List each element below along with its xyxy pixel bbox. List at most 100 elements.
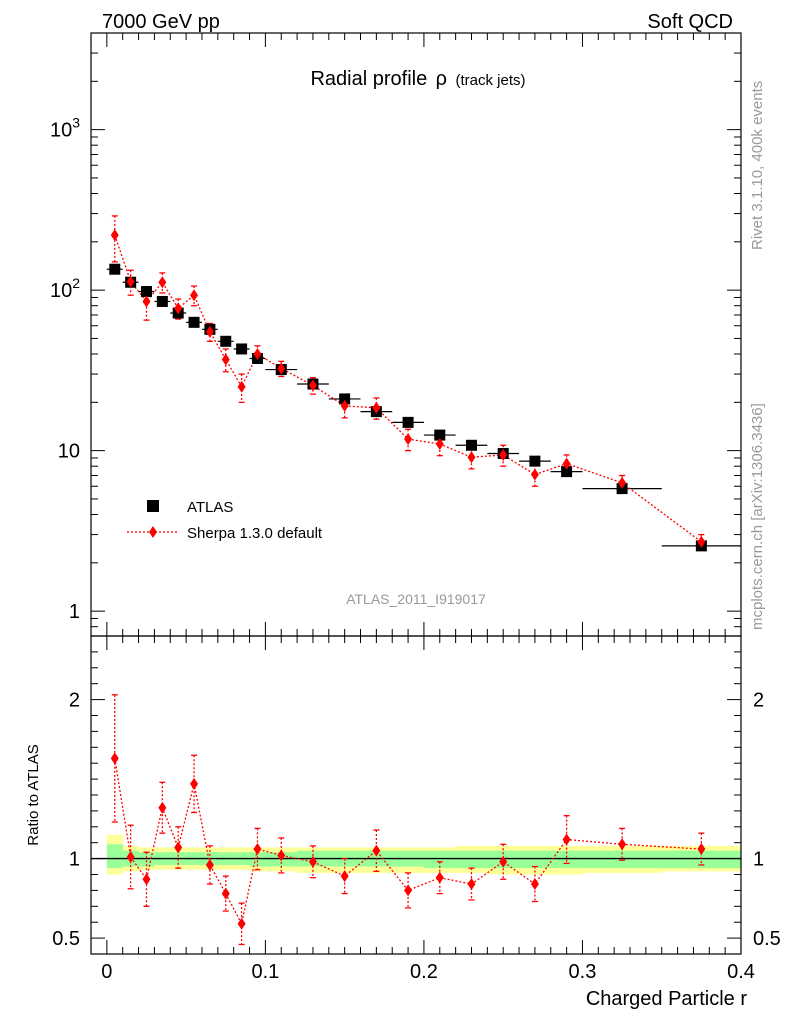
sherpa-point: [142, 295, 151, 308]
ratio-sherpa-point: [237, 917, 246, 930]
sherpa-point: [308, 379, 317, 392]
sherpa-point: [618, 476, 627, 489]
ratio-y-tick-label-right: 0.5: [753, 928, 781, 950]
ratio-sherpa-point: [277, 849, 286, 862]
ratio-y-tick-label-right: 1: [753, 849, 764, 871]
sherpa-point: [340, 399, 349, 412]
sherpa-point: [530, 468, 539, 481]
ratio-y-tick-label: 1: [69, 849, 80, 871]
band-inner-segment: [138, 852, 155, 867]
legend-atlas-label: ATLAS: [187, 499, 233, 516]
sherpa-line: [114, 234, 702, 543]
legend-sherpa-marker: [149, 526, 157, 538]
atlas-point: [140, 286, 152, 298]
ratio-sherpa-point: [435, 871, 444, 884]
ratio-sherpa-point: [404, 884, 413, 897]
ratio-sherpa-point: [158, 801, 167, 814]
ratio-sherpa-point: [467, 878, 476, 891]
main-y-tick-label: 10: [58, 441, 80, 463]
sherpa-point: [499, 448, 508, 461]
atlas-point: [339, 393, 351, 405]
sherpa-point: [158, 276, 167, 289]
ratio-plot-area: [110, 694, 706, 946]
tick-exponent: 3: [72, 115, 80, 131]
ratio-sherpa-point: [205, 858, 214, 871]
main-plot-area: [106, 215, 741, 552]
ratio-y-axis-title: Ratio to ATLAS: [25, 744, 42, 845]
tick-base: 10: [50, 280, 72, 302]
band-inner-segment: [249, 852, 266, 867]
band-inner-segment: [423, 850, 457, 869]
analysis-watermark: ATLAS_2011_I919017: [346, 591, 486, 607]
ratio-sherpa-point: [562, 833, 571, 846]
main-title: Radial profile ρ (track jets): [310, 68, 525, 90]
ratio-y-tick-label: 2: [69, 690, 80, 712]
ratio-sherpa-point: [308, 855, 317, 868]
sherpa-point: [435, 437, 444, 450]
main-y-tick-label: 1: [69, 601, 80, 623]
ratio-panel-frame: [90, 635, 742, 955]
sherpa-point: [221, 353, 230, 366]
tick-base: 10: [50, 120, 72, 142]
ratio-sherpa-point: [126, 851, 135, 864]
mcplots-label: mcplots.cern.ch [arXiv:1306.3436]: [749, 403, 766, 630]
main-title-symbol: ρ: [436, 68, 447, 90]
atlas-point: [561, 466, 573, 478]
sherpa-point: [126, 275, 135, 288]
sherpa-point: [237, 380, 246, 393]
atlas-point: [109, 263, 121, 275]
ratio-sherpa-point: [530, 878, 539, 891]
atlas-point: [434, 429, 446, 441]
atlas-point: [220, 335, 232, 347]
sherpa-point: [190, 289, 199, 302]
ratio-sherpa-point: [190, 777, 199, 790]
ratio-sherpa-point: [253, 843, 262, 856]
main-panel-frame: [90, 32, 742, 637]
ratio-sherpa-point: [340, 870, 349, 883]
atlas-point: [402, 416, 414, 428]
sherpa-point: [253, 348, 262, 361]
ratio-sherpa-point: [142, 873, 151, 886]
main-axis-ticks: [90, 32, 742, 637]
header-right: Soft QCD: [647, 11, 733, 33]
sherpa-point: [372, 401, 381, 414]
tick-exponent: 2: [72, 275, 80, 291]
x-axis-title: Charged Particle r: [586, 988, 748, 1010]
atlas-point: [529, 455, 541, 467]
sherpa-point: [205, 325, 214, 338]
ratio-sherpa-line: [114, 758, 702, 926]
sherpa-point: [277, 362, 286, 375]
ratio-y-tick-label-right: 2: [753, 690, 764, 712]
band-inner-segment: [106, 844, 124, 869]
band-inner-segment: [455, 850, 488, 869]
ratio-sherpa-point: [221, 887, 230, 900]
legend-atlas-marker: [147, 500, 159, 512]
band-inner-segment: [550, 850, 583, 869]
sherpa-point: [562, 457, 571, 470]
ratio-y-tick-label: 0.5: [52, 928, 80, 950]
legend-sherpa-label: Sherpa 1.3.0 default: [187, 525, 323, 542]
sherpa-point: [467, 451, 476, 464]
atlas-point: [156, 295, 168, 307]
ratio-uncertainty-band: [106, 834, 741, 875]
band-inner-segment: [519, 850, 552, 869]
main-title-suffix: (track jets): [456, 72, 526, 89]
x-tick-label: 0.3: [569, 961, 597, 983]
x-tick-label: 0.4: [727, 961, 755, 983]
atlas-point: [236, 343, 248, 355]
main-y-tick-label: 102: [50, 275, 80, 302]
sherpa-point: [174, 302, 183, 315]
sherpa-point: [404, 433, 413, 446]
legend: ATLAS Sherpa 1.3.0 default: [127, 499, 323, 542]
main-y-tick-label: 103: [50, 115, 80, 142]
ratio-sherpa-point: [110, 752, 119, 765]
sherpa-point: [110, 229, 119, 242]
rivet-label: Rivet 3.1.10, 400k events: [749, 81, 766, 250]
x-tick-label: 0: [101, 961, 112, 983]
x-tick-label: 0.1: [251, 961, 279, 983]
ratio-sherpa-point: [697, 843, 706, 856]
header-left: 7000 GeV pp: [102, 11, 220, 33]
ratio-sherpa-point: [174, 841, 183, 854]
